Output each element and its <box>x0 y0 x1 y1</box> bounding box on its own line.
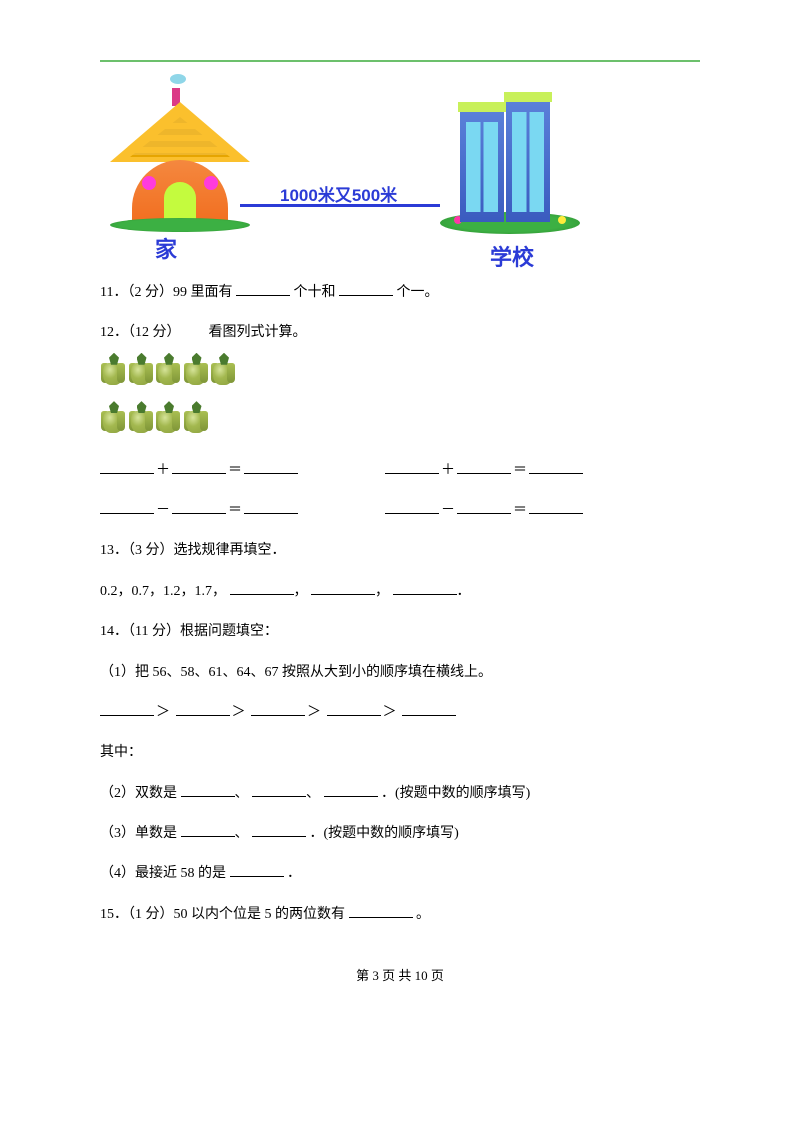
gt-op: ＞ <box>156 702 170 724</box>
page-footer: 第 3 页 共 10 页 <box>100 966 700 987</box>
q14-sub4-a: （4）最接近 58 的是 <box>100 866 226 881</box>
question-14: 14．（11 分）根据问题填空： （1）把 56、58、61、64、67 按照从… <box>100 621 700 886</box>
q14-mid: 其中： <box>100 742 700 764</box>
blank[interactable] <box>100 460 154 474</box>
pepper-row-2 <box>100 403 700 441</box>
question-15: 15．（1 分）50 以内个位是 5 的两位数有 。 <box>100 904 700 926</box>
q11-text-a: 11．（2 分）99 里面有 <box>100 285 232 300</box>
comma: ， <box>375 584 389 599</box>
q13-seq: 0.2，0.7，1.2，1.7， <box>100 584 226 599</box>
question-13: 13．（3 分）选找规律再填空． 0.2，0.7，1.2，1.7， ， ， ． <box>100 540 700 603</box>
q14-sub4-b: ． <box>287 866 301 881</box>
blank[interactable] <box>402 702 456 716</box>
blank[interactable] <box>529 500 583 514</box>
blank[interactable] <box>230 863 284 877</box>
minus-op: － <box>441 500 455 522</box>
q14-sub3-a: （3）单数是 <box>100 826 177 841</box>
eq-op: ＝ <box>228 500 242 522</box>
eq-op: ＝ <box>228 460 242 482</box>
sep: 、 <box>235 826 249 841</box>
pepper-icon <box>155 355 181 385</box>
blank[interactable] <box>457 500 511 514</box>
blank[interactable] <box>252 783 306 797</box>
illustration: 家 1000米又500米 学校 <box>100 82 580 262</box>
pepper-icon <box>128 403 154 433</box>
q14-order-row: ＞ ＞ ＞ ＞ <box>100 702 700 724</box>
blank[interactable] <box>172 500 226 514</box>
pepper-icon <box>128 355 154 385</box>
pepper-row-1 <box>100 355 700 393</box>
blank[interactable] <box>311 581 375 595</box>
eq-op: ＝ <box>513 500 527 522</box>
equation-row-add: ＋ ＝ ＋ ＝ <box>100 460 700 482</box>
blank[interactable] <box>244 500 298 514</box>
question-12: 12．（12 分） 看图列式计算。 ＋ ＝ ＋ ＝ － ＝ － ＝ <box>100 322 700 522</box>
house-label: 家 <box>155 232 177 267</box>
question-11: 11．（2 分）99 里面有 个十和 个一。 <box>100 282 700 304</box>
blank[interactable] <box>181 823 235 837</box>
blank[interactable] <box>230 581 294 595</box>
sep: 、 <box>306 786 320 801</box>
q11-text-c: 个一。 <box>396 285 438 300</box>
plus-op: ＋ <box>441 460 455 482</box>
sep: 、 <box>235 786 249 801</box>
distance-text: 1000米又500米 <box>280 182 397 209</box>
q14-sub3-b: ．(按题中数的顺序填写) <box>310 826 459 841</box>
gt-op: ＞ <box>383 702 397 724</box>
period: ． <box>457 584 471 599</box>
equation-row-sub: － ＝ － ＝ <box>100 500 700 522</box>
pepper-icon <box>100 355 126 385</box>
blank[interactable] <box>172 460 226 474</box>
blank[interactable] <box>385 460 439 474</box>
blank[interactable] <box>100 500 154 514</box>
pepper-icon <box>210 355 236 385</box>
blank[interactable] <box>457 460 511 474</box>
blank[interactable] <box>181 783 235 797</box>
q13-header: 13．（3 分）选找规律再填空． <box>100 540 700 562</box>
blank[interactable] <box>393 581 457 595</box>
q14-header: 14．（11 分）根据问题填空： <box>100 621 700 643</box>
pepper-icon <box>183 403 209 433</box>
q11-text-b: 个十和 <box>293 285 335 300</box>
blank[interactable] <box>349 904 413 918</box>
eq-op: ＝ <box>513 460 527 482</box>
gt-op: ＞ <box>307 702 321 724</box>
blank[interactable] <box>339 282 393 296</box>
plus-op: ＋ <box>156 460 170 482</box>
pepper-icon <box>183 355 209 385</box>
comma: ， <box>294 584 308 599</box>
gt-op: ＞ <box>232 702 246 724</box>
blank[interactable] <box>100 702 154 716</box>
q12-header: 12．（12 分） 看图列式计算。 <box>100 322 700 344</box>
top-rule <box>100 60 700 62</box>
pepper-icon <box>100 403 126 433</box>
q14-sub2-b: ．(按题中数的顺序填写) <box>381 786 530 801</box>
q15-text-a: 15．（1 分）50 以内个位是 5 的两位数有 <box>100 907 345 922</box>
school-icon <box>440 92 580 252</box>
school-label: 学校 <box>490 240 534 275</box>
q14-sub1: （1）把 56、58、61、64、67 按照从大到小的顺序填在横线上。 <box>100 662 700 684</box>
blank[interactable] <box>252 823 306 837</box>
blank[interactable] <box>529 460 583 474</box>
blank[interactable] <box>251 702 305 716</box>
house-icon <box>110 102 250 232</box>
minus-op: － <box>156 500 170 522</box>
q15-text-b: 。 <box>416 907 430 922</box>
blank[interactable] <box>176 702 230 716</box>
blank[interactable] <box>324 783 378 797</box>
blank[interactable] <box>385 500 439 514</box>
blank[interactable] <box>327 702 381 716</box>
blank[interactable] <box>244 460 298 474</box>
blank[interactable] <box>236 282 290 296</box>
q14-sub2-a: （2）双数是 <box>100 786 177 801</box>
pepper-icon <box>155 403 181 433</box>
